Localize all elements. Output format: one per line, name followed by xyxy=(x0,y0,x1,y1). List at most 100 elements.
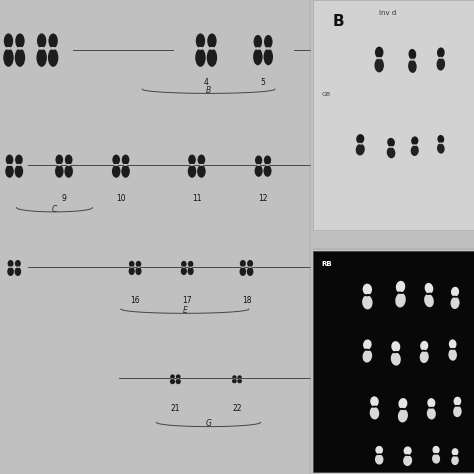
Ellipse shape xyxy=(412,144,417,146)
Ellipse shape xyxy=(15,165,23,178)
Ellipse shape xyxy=(188,267,194,275)
Ellipse shape xyxy=(453,455,457,456)
Ellipse shape xyxy=(265,164,270,166)
Ellipse shape xyxy=(375,46,383,58)
Ellipse shape xyxy=(264,35,273,48)
Ellipse shape xyxy=(8,260,14,267)
Ellipse shape xyxy=(255,165,263,177)
Text: B: B xyxy=(206,86,211,95)
Text: 5: 5 xyxy=(261,78,265,87)
Ellipse shape xyxy=(438,135,444,143)
Text: 22: 22 xyxy=(232,404,242,413)
Ellipse shape xyxy=(137,266,140,268)
Ellipse shape xyxy=(188,165,196,178)
Ellipse shape xyxy=(419,351,429,363)
Ellipse shape xyxy=(241,266,245,268)
Ellipse shape xyxy=(425,283,433,294)
Ellipse shape xyxy=(424,294,434,307)
Ellipse shape xyxy=(17,47,23,50)
Ellipse shape xyxy=(255,47,261,50)
Ellipse shape xyxy=(363,283,372,295)
Ellipse shape xyxy=(128,267,135,275)
Ellipse shape xyxy=(181,267,187,275)
Ellipse shape xyxy=(66,164,71,166)
Ellipse shape xyxy=(6,155,13,165)
Ellipse shape xyxy=(450,297,460,309)
Ellipse shape xyxy=(453,296,457,298)
Ellipse shape xyxy=(449,339,456,349)
Text: 11: 11 xyxy=(192,194,201,203)
Ellipse shape xyxy=(264,155,271,165)
Ellipse shape xyxy=(198,155,205,165)
Ellipse shape xyxy=(248,266,252,268)
Ellipse shape xyxy=(240,260,246,267)
Ellipse shape xyxy=(405,454,410,456)
Text: G: G xyxy=(206,419,211,428)
Ellipse shape xyxy=(129,261,135,267)
Ellipse shape xyxy=(372,406,377,408)
Ellipse shape xyxy=(264,165,272,177)
Ellipse shape xyxy=(176,379,181,384)
Ellipse shape xyxy=(199,164,204,166)
Ellipse shape xyxy=(114,164,118,166)
Ellipse shape xyxy=(454,397,461,406)
Text: 10: 10 xyxy=(116,194,126,203)
Ellipse shape xyxy=(48,48,58,67)
Ellipse shape xyxy=(452,448,458,456)
Ellipse shape xyxy=(265,47,271,50)
Ellipse shape xyxy=(437,58,445,71)
Ellipse shape xyxy=(434,453,438,455)
Ellipse shape xyxy=(7,164,12,166)
Ellipse shape xyxy=(437,143,445,154)
Ellipse shape xyxy=(189,266,192,268)
Ellipse shape xyxy=(374,58,384,73)
Ellipse shape xyxy=(196,33,205,48)
Ellipse shape xyxy=(422,350,427,352)
Ellipse shape xyxy=(358,143,363,145)
Ellipse shape xyxy=(253,48,263,65)
Ellipse shape xyxy=(3,48,14,67)
Text: 4: 4 xyxy=(204,78,209,87)
Ellipse shape xyxy=(363,339,372,350)
Ellipse shape xyxy=(363,350,372,363)
Ellipse shape xyxy=(112,165,120,178)
Ellipse shape xyxy=(239,267,246,276)
Ellipse shape xyxy=(177,378,180,379)
Ellipse shape xyxy=(15,260,21,267)
Ellipse shape xyxy=(395,293,406,308)
Ellipse shape xyxy=(391,352,401,365)
Ellipse shape xyxy=(450,348,455,350)
Ellipse shape xyxy=(409,49,416,60)
Ellipse shape xyxy=(121,165,130,178)
Ellipse shape xyxy=(15,33,25,48)
Ellipse shape xyxy=(365,294,370,296)
Ellipse shape xyxy=(5,165,14,178)
Ellipse shape xyxy=(15,48,25,67)
Ellipse shape xyxy=(55,165,64,178)
Ellipse shape xyxy=(247,260,253,267)
Ellipse shape xyxy=(188,261,193,267)
Ellipse shape xyxy=(375,454,383,465)
Ellipse shape xyxy=(15,155,23,165)
Ellipse shape xyxy=(427,398,436,408)
Ellipse shape xyxy=(176,374,181,379)
Ellipse shape xyxy=(396,281,405,293)
Text: 16: 16 xyxy=(130,296,140,305)
Ellipse shape xyxy=(448,349,457,361)
Ellipse shape xyxy=(50,47,56,50)
Ellipse shape xyxy=(190,164,194,166)
Ellipse shape xyxy=(387,147,395,158)
Ellipse shape xyxy=(237,379,242,383)
Ellipse shape xyxy=(9,266,12,268)
Ellipse shape xyxy=(4,33,13,48)
Ellipse shape xyxy=(65,155,73,165)
Ellipse shape xyxy=(171,378,174,379)
Ellipse shape xyxy=(393,351,399,353)
Ellipse shape xyxy=(432,446,440,454)
Ellipse shape xyxy=(403,447,412,455)
Ellipse shape xyxy=(438,57,443,59)
Ellipse shape xyxy=(232,375,237,379)
Ellipse shape xyxy=(197,165,206,178)
Text: 21: 21 xyxy=(171,404,180,413)
Ellipse shape xyxy=(439,143,443,144)
